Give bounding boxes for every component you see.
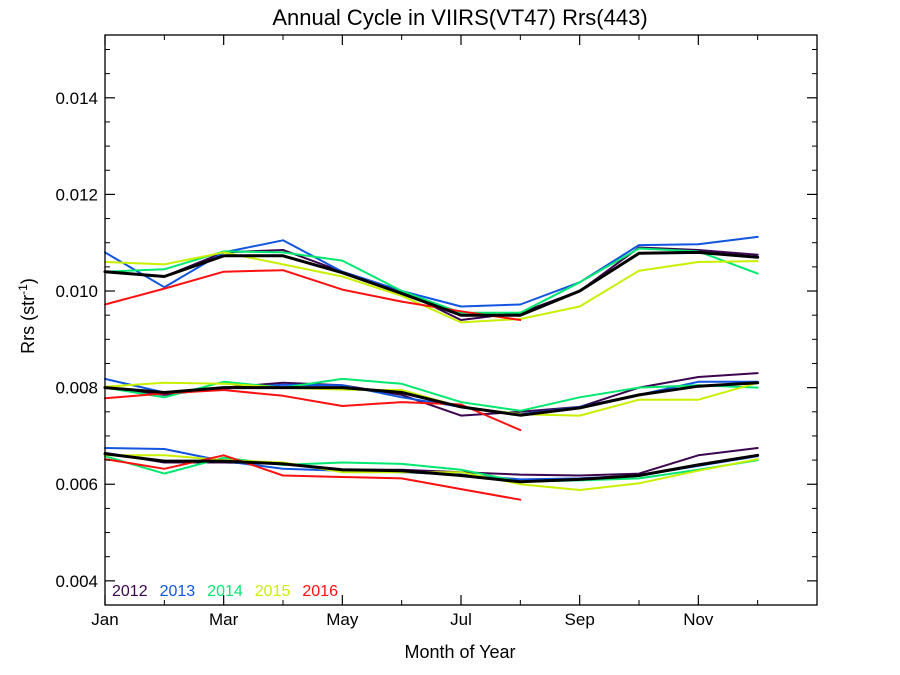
series-lines [103,235,760,501]
legend-entry-2012: 2012 [112,583,148,600]
y-axis-label-main: Rrs (str [18,295,38,354]
x-tick-label: Mar [209,610,239,629]
x-tick-label: Jul [450,610,472,629]
y-tick-label: 0.008 [55,379,98,398]
series-line-2016 [104,454,522,501]
x-tick-label: Nov [683,610,714,629]
mean-line [103,452,760,484]
y-tick-label: 0.004 [55,572,98,591]
y-tick-label: 0.010 [55,282,98,301]
legend-entry-2016: 2016 [302,583,338,600]
series-line-2012 [104,372,759,417]
y-axis-label: Rrs (str-1) [16,278,38,354]
chart-title: Annual Cycle in VIIRS(VT47) Rrs(443) [272,5,647,30]
legend-entry-2014: 2014 [207,583,243,600]
x-axis-label: Month of Year [404,642,515,662]
y-tick-label: 0.014 [55,89,98,108]
legend: 2012 2013 2014 2015 2016 [112,583,338,600]
series-line-2013 [104,235,759,308]
series-line-2015 [104,251,759,324]
legend-entry-2015: 2015 [255,583,291,600]
x-tick-label: Jan [91,610,118,629]
y-tick-label: 0.012 [55,185,98,204]
axis-ticks: Jan Mar May Jul Sep Nov 0.004 0.006 0.008 0.010 0.… [55,35,817,629]
y-axis-label-superscript: -1 [16,284,30,295]
y-axis-label-close: ) [18,278,38,284]
mean-line [103,250,760,317]
x-tick-label: Sep [565,610,595,629]
series-line-2016 [104,269,522,321]
x-tick-label: May [326,610,359,629]
legend-entry-2013: 2013 [160,583,196,600]
mean-line [103,381,760,417]
y-tick-label: 0.006 [55,475,98,494]
